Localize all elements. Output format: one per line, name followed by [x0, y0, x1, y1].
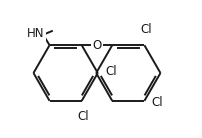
Text: Cl: Cl [78, 110, 89, 123]
Text: HN: HN [27, 27, 45, 40]
Text: Cl: Cl [152, 96, 163, 109]
Text: Cl: Cl [105, 65, 117, 78]
Text: O: O [92, 39, 102, 52]
Text: Cl: Cl [140, 23, 152, 36]
